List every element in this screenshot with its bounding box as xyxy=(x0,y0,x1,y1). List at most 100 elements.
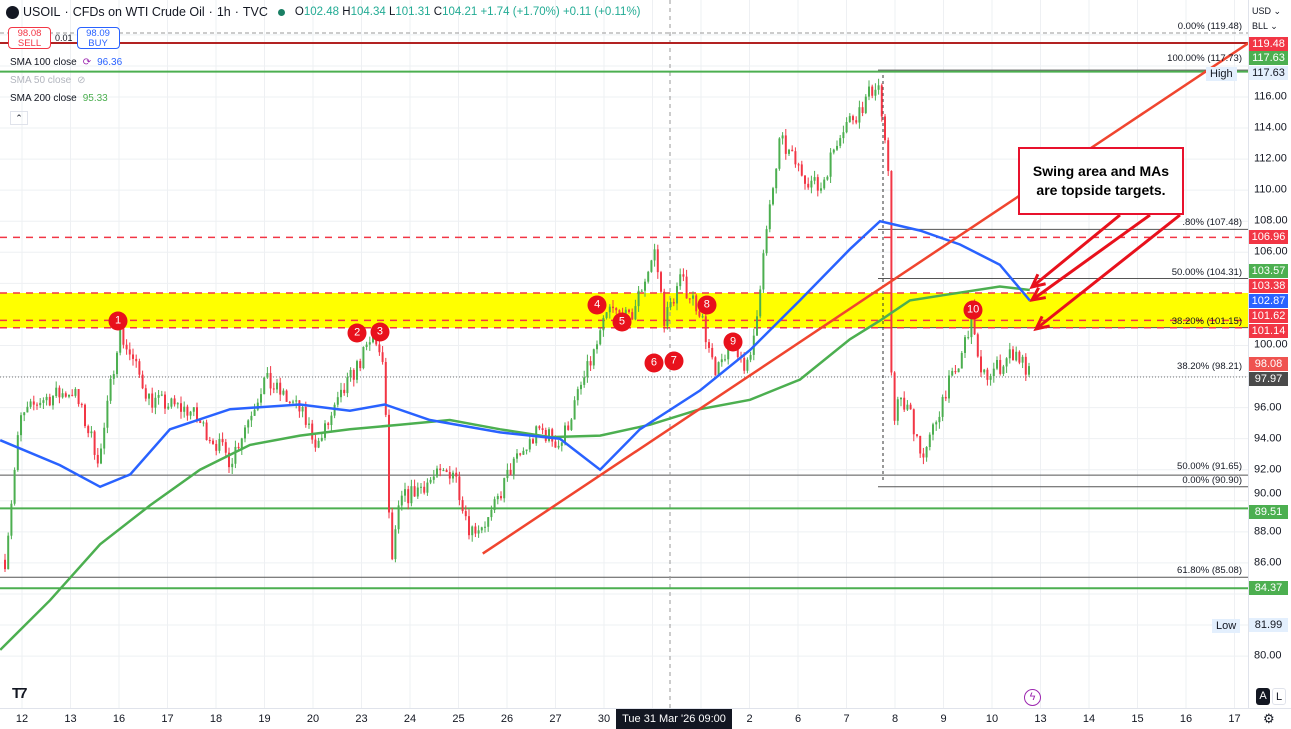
swing-marker[interactable]: 8 xyxy=(697,295,717,315)
candle xyxy=(458,476,461,501)
candle xyxy=(250,415,253,421)
candle xyxy=(32,401,35,405)
annotation-callout[interactable]: Swing area and MAs are topside targets. xyxy=(1018,147,1184,215)
candle xyxy=(464,511,467,517)
time-tick: 17 xyxy=(161,713,174,725)
candle xyxy=(157,395,160,398)
candle xyxy=(823,179,826,189)
candle xyxy=(448,472,451,479)
price-tick: 110.00 xyxy=(1254,183,1287,196)
candle xyxy=(442,470,445,472)
sell-button[interactable]: 98.08 SELL xyxy=(8,27,51,49)
candle xyxy=(903,397,906,410)
time-tick: 26 xyxy=(500,713,514,725)
candle xyxy=(183,406,186,412)
candle xyxy=(893,372,896,421)
candle xyxy=(320,437,323,441)
swing-marker[interactable]: 4 xyxy=(587,295,607,315)
candle xyxy=(346,377,349,394)
candle xyxy=(196,407,198,421)
collapse-legend-button[interactable]: ⌃ xyxy=(10,111,28,125)
candle xyxy=(292,401,294,403)
legend-sma200[interactable]: SMA 200 close 95.33 xyxy=(10,93,108,104)
candle xyxy=(634,306,637,320)
candle xyxy=(839,138,842,146)
candle xyxy=(381,352,384,362)
candle xyxy=(343,389,346,394)
price-tick: 96.00 xyxy=(1254,401,1282,414)
candle xyxy=(429,479,432,483)
candle xyxy=(829,152,832,177)
swing-marker[interactable]: 3 xyxy=(370,322,390,341)
symbol[interactable]: USOIL xyxy=(23,5,61,19)
candle xyxy=(954,371,957,373)
candle xyxy=(413,486,416,497)
candle xyxy=(746,359,749,371)
time-axis[interactable]: 12 13 16 17 18 19 20 23 24 25 26 27 30 2 6 7 8 9 10 13 14 15 1… xyxy=(0,708,1291,729)
candle xyxy=(855,120,858,123)
candle xyxy=(992,368,995,377)
candle xyxy=(87,426,90,434)
candle xyxy=(906,404,909,410)
fib-label: 0.00% (90.90) xyxy=(1182,475,1242,487)
swing-marker[interactable]: 7 xyxy=(664,351,684,371)
candle xyxy=(560,442,563,446)
candle xyxy=(432,476,435,480)
interval[interactable]: 1h xyxy=(216,5,231,19)
log-scale-button[interactable]: L xyxy=(1272,688,1286,705)
candle xyxy=(103,427,106,449)
candle xyxy=(84,404,86,427)
swing-marker[interactable]: 9 xyxy=(723,332,743,352)
legend-sma100[interactable]: SMA 100 close ⟳ 96.36 xyxy=(10,57,123,68)
price-label: 101.62 xyxy=(1249,309,1288,323)
candle xyxy=(832,149,835,153)
buy-button[interactable]: 98.09 BUY xyxy=(76,27,120,49)
candle xyxy=(160,394,163,396)
swing-marker[interactable]: 1 xyxy=(108,311,128,331)
swing-marker[interactable]: 5 xyxy=(612,312,632,332)
candle xyxy=(100,448,102,464)
candle xyxy=(756,316,758,336)
candle xyxy=(327,423,330,426)
candle xyxy=(42,400,45,403)
candle xyxy=(989,376,992,380)
time-tick: 18 xyxy=(209,713,223,725)
candle xyxy=(394,529,397,560)
candle xyxy=(45,396,48,401)
swing-marker[interactable]: 2 xyxy=(347,323,367,343)
low-label: Low xyxy=(1212,619,1241,633)
lightning-icon[interactable]: ϟ xyxy=(1024,689,1041,706)
settings-gear-icon[interactable]: ⚙ xyxy=(1263,711,1275,726)
candle xyxy=(77,389,80,405)
candle xyxy=(244,427,246,439)
legend-sma50[interactable]: SMA 50 close ⊘ xyxy=(10,75,86,86)
symbol-header: USOIL · CFDs on WTI Crude Oil · 1h · TVC O1… xyxy=(6,5,641,19)
unit-dropdown[interactable]: BLL ⌄ xyxy=(1252,21,1278,31)
price-chart[interactable] xyxy=(0,0,1248,708)
candle xyxy=(119,328,122,353)
swing-marker[interactable]: 10 xyxy=(963,300,983,320)
swing-marker[interactable]: 6 xyxy=(644,353,664,373)
auto-scale-button[interactable]: A xyxy=(1256,688,1270,705)
time-tick: 27 xyxy=(549,713,562,725)
candle xyxy=(487,517,490,527)
fib-label: .80% (107.48) xyxy=(1182,217,1242,229)
tradingview-logo[interactable]: T7 xyxy=(12,685,27,702)
candle xyxy=(480,527,483,531)
currency-dropdown[interactable]: USD ⌄ xyxy=(1252,6,1282,16)
candle xyxy=(314,439,317,448)
candle xyxy=(951,371,954,376)
candle xyxy=(698,311,701,317)
fib-label: 38.20% (101.15) xyxy=(1171,315,1242,327)
price-tick: 108.00 xyxy=(1254,214,1288,227)
candle xyxy=(861,107,864,113)
candle xyxy=(474,526,477,534)
candle xyxy=(138,361,141,375)
candle xyxy=(10,503,13,536)
price-axis[interactable] xyxy=(1248,0,1291,708)
candle xyxy=(317,440,320,448)
candle xyxy=(516,453,518,459)
candle xyxy=(554,441,557,448)
hidden-eye-icon[interactable]: ⊘ xyxy=(77,75,86,86)
candle xyxy=(116,352,118,375)
